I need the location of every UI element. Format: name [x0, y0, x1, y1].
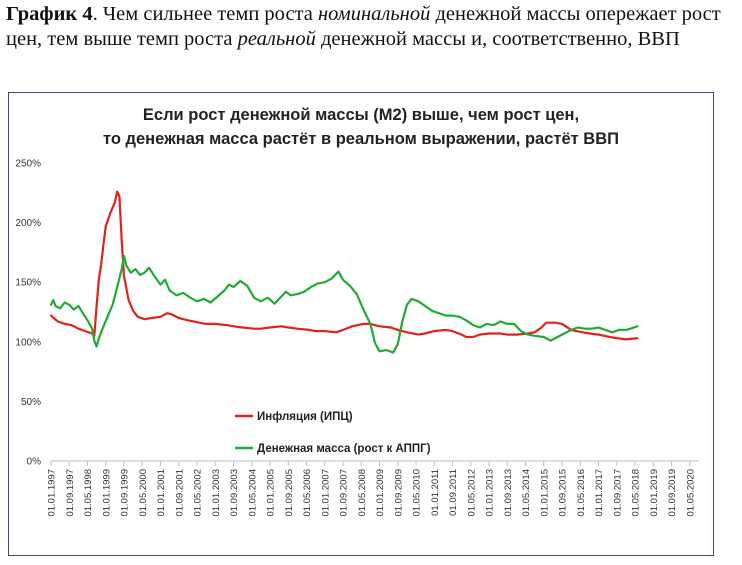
x-tick-label: 01.09.2003	[229, 469, 240, 517]
x-tick-label: 01.09.1997	[65, 469, 76, 517]
x-tick-label: 01.01.2011	[430, 469, 441, 516]
x-tick-label: 01.09.1999	[120, 469, 131, 517]
x-tick-label: 01.09.2013	[503, 469, 514, 517]
legend: Инфляция (ИПЦ) Денежная масса (рост к АПП…	[235, 411, 431, 455]
y-tick-label: 0%	[27, 457, 42, 468]
x-tick-label: 01.09.2019	[667, 469, 678, 517]
figure-caption: График 4. Чем сильнее темп роста номинал…	[6, 2, 738, 52]
x-tick-label: 01.01.1997	[47, 469, 58, 517]
legend-label-inflation: Инфляция (ИПЦ)	[257, 411, 353, 423]
x-tick-label: 01.05.2014	[521, 469, 532, 517]
x-tick-label: 01.01.2017	[594, 469, 605, 517]
caption-text-3: денежной массы и, соответственно, ВВП	[315, 28, 680, 50]
x-tick-label: 01.01.2001	[156, 469, 167, 517]
caption-lead: График 4	[6, 3, 93, 25]
caption-text-2: денежной массы опережает рост цен, тем в…	[6, 3, 721, 50]
x-tick-label: 01.09.2015	[558, 469, 569, 517]
x-tick-label: 01.01.2009	[375, 469, 386, 517]
y-tick-label: 100%	[15, 337, 41, 348]
x-tick-label: 01.05.2020	[685, 469, 696, 517]
x-tick-label: 01.05.1998	[83, 469, 94, 517]
x-tick-label: 01.05.2002	[193, 469, 204, 517]
x-tick-label: 01.09.2001	[174, 469, 185, 517]
y-tick-label: 250%	[15, 159, 41, 170]
chart-title-line-2: то денежная масса растёт в реальном выра…	[103, 130, 619, 148]
y-tick-label: 150%	[15, 278, 41, 289]
y-axis: 0% 50% 100% 150% 200% 250%	[15, 159, 41, 468]
y-tick-label: 50%	[21, 397, 41, 408]
chart-title-line-1: Если рост денежной массы (М2) выше, чем …	[143, 106, 579, 124]
line-chart: Если рост денежной массы (М2) выше, чем …	[15, 106, 699, 517]
x-tick-label: 01.09.2017	[612, 469, 623, 517]
caption-text-1: . Чем сильнее темп роста	[92, 3, 318, 25]
caption-emphasis-2: реальной	[237, 28, 316, 50]
x-tick-label: 01.01.2005	[266, 469, 277, 517]
x-axis: 01.01.1997 01.09.1997 01.05.1998 01.01.1999…	[47, 460, 699, 517]
x-tick-label: 01.09.2007	[339, 469, 350, 517]
x-tick-label: 01.01.2013	[485, 469, 496, 517]
series-line-money	[49, 254, 639, 354]
x-tick-label: 01.05.2008	[357, 469, 368, 517]
caption-emphasis-1: номинальной	[317, 3, 431, 25]
series-group	[49, 190, 639, 354]
x-tick-label: 01.05.2018	[631, 469, 642, 517]
x-tick-label: 01.05.2016	[576, 469, 587, 517]
x-tick-label: 01.01.2007	[320, 469, 331, 517]
x-tick-label: 01.01.1999	[101, 469, 112, 517]
x-tick-label: 01.09.2005	[284, 469, 295, 517]
legend-label-money: Денежная масса (рост к АППГ)	[257, 443, 431, 455]
chart-frame: Если рост денежной массы (М2) выше, чем …	[8, 92, 714, 556]
series-line-inflation	[49, 190, 639, 341]
x-tick-label: 01.05.2010	[412, 469, 423, 517]
x-tick-label: 01.05.2004	[247, 469, 258, 517]
x-tick-label: 01.01.2003	[211, 469, 222, 517]
x-tick-label: 01.09.2011	[448, 469, 459, 516]
x-tick-label: 01.05.2006	[302, 469, 313, 517]
x-tick-label: 01.05.2000	[138, 469, 149, 517]
x-tick-label: 01.01.2019	[649, 469, 660, 517]
x-tick-label: 01.01.2015	[539, 469, 550, 517]
x-tick-label: 01.09.2009	[393, 469, 404, 517]
x-tick-label: 01.05.2012	[466, 469, 477, 517]
y-tick-label: 200%	[15, 218, 41, 229]
